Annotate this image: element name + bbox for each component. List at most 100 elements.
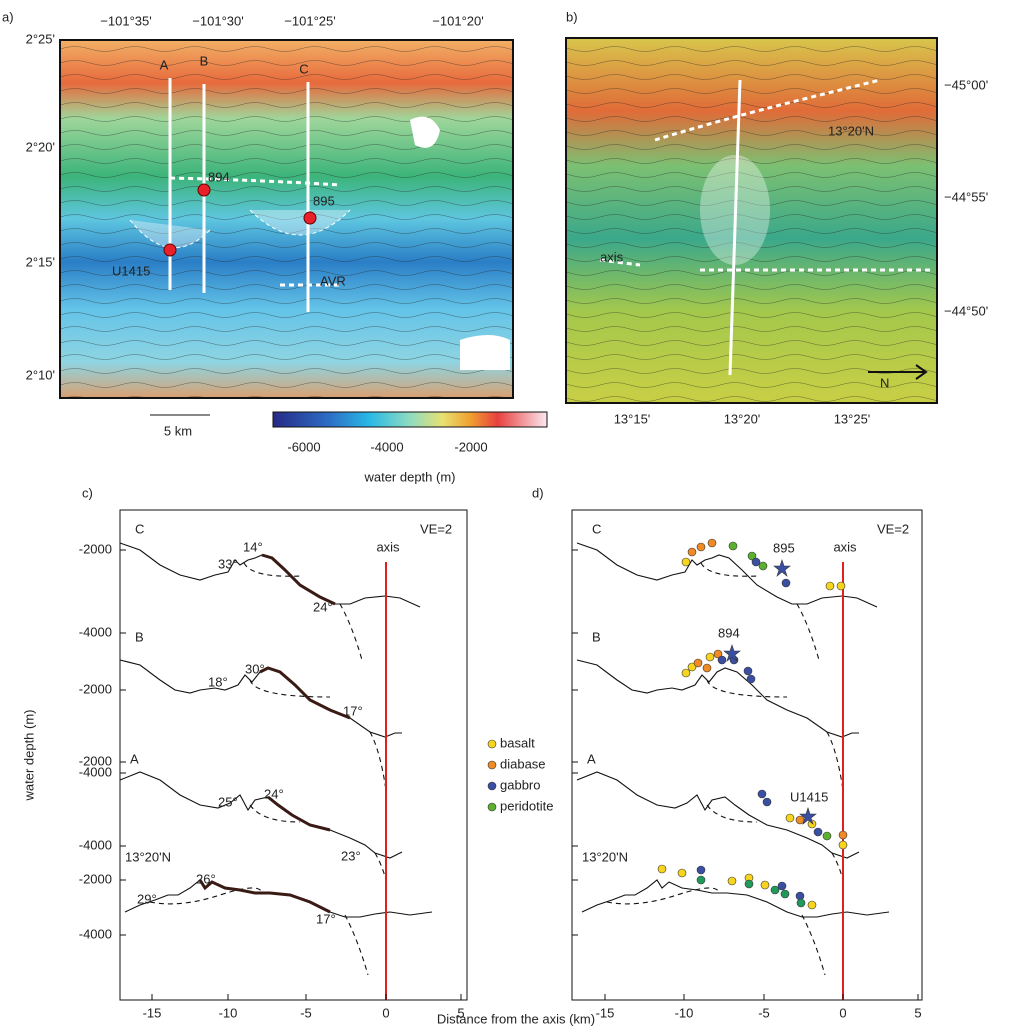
profile-label: A (130, 751, 139, 766)
profile-label: B (200, 53, 209, 68)
profile-label: A (587, 751, 596, 766)
profile-label: C (592, 521, 601, 536)
angle-label: 14° (243, 539, 263, 554)
legend-label: gabbro (500, 777, 540, 792)
lat-tick-label: 2°10' (26, 367, 55, 382)
ridge-axis (169, 176, 341, 287)
profile-label: 13°20'N (125, 849, 171, 864)
profile-label: 13°20'N (582, 849, 628, 864)
legend-label: diabase (500, 756, 546, 771)
lat-tick-label: 2°25' (26, 31, 55, 46)
legend-markers (487, 739, 497, 812)
scale-label: 5 km (164, 423, 192, 438)
frame (59, 39, 514, 399)
y-tick-label: -4000 (79, 624, 112, 639)
annotation: axis (600, 249, 624, 264)
panel-label: d) (532, 485, 544, 500)
axis-label: axis (376, 539, 400, 554)
colorbar (272, 411, 548, 428)
feature-label: AVR (320, 273, 346, 288)
panel-label: a) (2, 9, 14, 24)
x-tick-label: -5 (758, 1005, 770, 1020)
angle-label: 33° (218, 556, 238, 571)
profile-label: B (135, 629, 144, 644)
x-tick-label: -10 (219, 1005, 238, 1020)
y-tick-label: -2000 (79, 681, 112, 696)
y-tick-label: -4000 (79, 926, 112, 941)
ve-label: VE=2 (877, 521, 909, 536)
angle-label: 29° (137, 891, 157, 906)
frame-d (571, 509, 923, 1001)
colorbar-tick-label: -6000 (287, 439, 320, 454)
lat-tick-label: −44°55' (944, 189, 988, 204)
site-stars (163, 183, 317, 257)
legend-label: peridotite (500, 798, 553, 813)
axis-label: axis (833, 539, 857, 554)
x-tick-label: 0 (382, 1005, 389, 1020)
lat-tick-label: 2°15' (26, 254, 55, 269)
angle-label: 25° (218, 794, 238, 809)
lon-tick-label: −101°35' (100, 13, 151, 28)
contours (566, 38, 937, 403)
colorbar-title: water depth (m) (363, 469, 455, 484)
angle-label: 17° (316, 911, 336, 926)
north-arrow (868, 364, 928, 380)
site-label: U1415 (790, 789, 828, 804)
lat-tick-label: −45°00' (944, 77, 988, 92)
x-tick-label: 5 (914, 1005, 921, 1020)
angle-label: 24° (264, 786, 284, 801)
y-tick-label: -2000 (79, 753, 112, 768)
colorbar-tick-label: -2000 (454, 439, 487, 454)
north-label: N (880, 375, 889, 390)
profile-label: B (592, 629, 601, 644)
y-tick-label: -4000 (79, 764, 112, 779)
samples (657, 538, 848, 910)
lon-tick-label: 13°20' (724, 411, 761, 426)
x-tick-label: -5 (300, 1005, 312, 1020)
profile-line (728, 79, 742, 376)
site-label: 894 (718, 625, 740, 640)
angle-label: 17° (343, 703, 363, 718)
site-label: 895 (773, 540, 795, 555)
y-tick-label: -2000 (79, 541, 112, 556)
angle-label: 23° (341, 848, 361, 863)
lon-tick-label: −101°20' (432, 13, 483, 28)
x-tick-label: 5 (457, 1005, 464, 1020)
profile-label: C (135, 521, 144, 536)
panel-label: c) (82, 485, 93, 500)
legend-label: basalt (500, 735, 535, 750)
x-axis-title: Distance from the axis (km) (437, 1011, 595, 1026)
y-tick-label: -4000 (79, 837, 112, 852)
x-tick-label: -15 (143, 1005, 162, 1020)
angle-label: 26° (196, 871, 216, 886)
site-label: 894 (208, 169, 230, 184)
x-tick-label: -15 (596, 1005, 615, 1020)
profile-label: C (299, 61, 308, 76)
panel-label: b) (566, 9, 578, 24)
x-tick-label: -10 (675, 1005, 694, 1020)
angle-label: 24° (313, 599, 333, 614)
frame (565, 37, 938, 404)
y-tick-label: -2000 (79, 871, 112, 886)
ve-label: VE=2 (420, 521, 452, 536)
lon-tick-label: −101°30' (192, 13, 243, 28)
lon-tick-label: 13°25' (834, 411, 871, 426)
angle-label: 18° (208, 674, 228, 689)
lon-tick-label: −101°25' (284, 13, 335, 28)
no-data (410, 116, 510, 371)
annotation: 13°20'N (828, 123, 874, 138)
site-label: U1415 (112, 263, 150, 278)
angle-label: 30° (245, 661, 265, 676)
colorbar-tick-label: -4000 (370, 439, 403, 454)
ridge-axis (599, 78, 930, 272)
fault-surface (198, 553, 351, 914)
x-tick-label: 0 (839, 1005, 846, 1020)
site-label: 895 (313, 193, 335, 208)
lon-tick-label: 13°15' (614, 411, 651, 426)
contours (60, 40, 513, 398)
lat-tick-label: 2°20' (26, 139, 55, 154)
lat-tick-label: −44°50' (944, 303, 988, 318)
frame-c (119, 509, 468, 1001)
y-axis-title: water depth (m) (21, 709, 36, 801)
